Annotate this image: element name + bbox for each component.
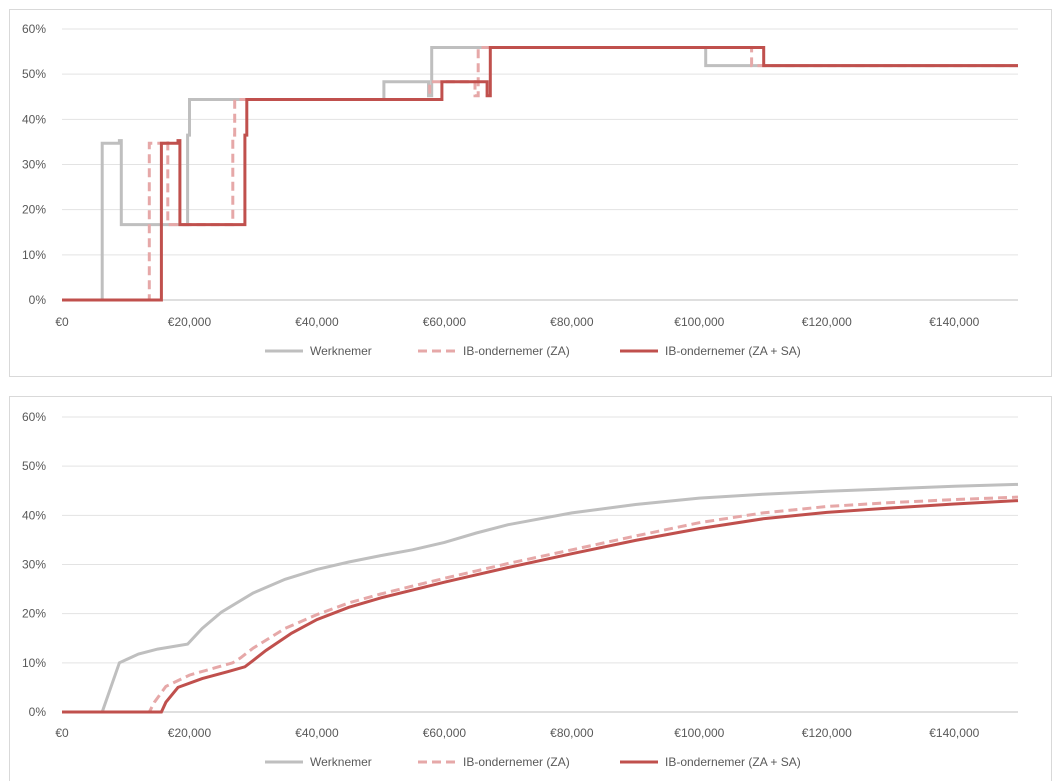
x-tick-label: €20,000 [168, 726, 212, 740]
x-tick-label: €60,000 [423, 315, 467, 329]
x-tick-label: €40,000 [295, 315, 339, 329]
chart-1: 0% 10% 20% 30% 40% 50% 60% €0 €20,000 €40,000 €60,… [22, 410, 1019, 769]
y-tick-label: 10% [22, 656, 46, 670]
y-tick-label: 60% [22, 410, 46, 424]
y-tick-label: 50% [22, 67, 46, 81]
x-tick-label: €100,000 [674, 726, 724, 740]
series-line-werknemer [62, 482, 1019, 714]
x-tick-label: €60,000 [423, 726, 467, 740]
series-line-ib-ondernemer-za-sa- [62, 499, 1019, 714]
legend-label: Werknemer [310, 755, 372, 769]
x-tick-label: €0 [55, 726, 69, 740]
y-tick-label: 40% [22, 112, 46, 126]
series-line-werknemer [62, 46, 1018, 302]
y-tick-label: 30% [22, 158, 46, 172]
chart-panel-top [9, 9, 1052, 377]
y-tick-label: 30% [22, 558, 46, 572]
x-tick-label: €120,000 [802, 726, 852, 740]
y-tick-label: 20% [22, 607, 46, 621]
y-tick-label: 0% [29, 293, 47, 307]
chart-0: 0% 10% 20% 30% 40% 50% 60% €0 €20,000 €40,000 €60,… [22, 22, 1018, 358]
y-tick-label: 10% [22, 248, 46, 262]
y-tick-label: 0% [29, 705, 47, 719]
chart-panel-bottom [9, 396, 1052, 781]
series-line-ib-ondernemer-za- [62, 495, 1019, 714]
x-tick-label: €100,000 [674, 315, 724, 329]
legend-label: IB-ondernemer (ZA) [463, 755, 570, 769]
y-tick-label: 40% [22, 508, 46, 522]
x-tick-label: €20,000 [168, 315, 212, 329]
x-tick-label: €120,000 [802, 315, 852, 329]
legend-label: IB-ondernemer (ZA + SA) [665, 755, 801, 769]
x-tick-label: €40,000 [295, 726, 339, 740]
legend-label: IB-ondernemer (ZA) [463, 344, 570, 358]
x-tick-label: €80,000 [550, 726, 594, 740]
x-tick-label: €0 [55, 315, 69, 329]
series-line-ib-ondernemer-za- [62, 46, 1018, 302]
y-tick-label: 50% [22, 459, 46, 473]
x-tick-label: €80,000 [550, 315, 594, 329]
y-tick-label: 20% [22, 203, 46, 217]
y-tick-label: 60% [22, 22, 46, 36]
x-tick-label: €140,000 [929, 315, 979, 329]
legend-label: Werknemer [310, 344, 372, 358]
x-tick-label: €140,000 [929, 726, 979, 740]
series-line-ib-ondernemer-za-sa- [62, 46, 1018, 302]
legend-label: IB-ondernemer (ZA + SA) [665, 344, 801, 358]
